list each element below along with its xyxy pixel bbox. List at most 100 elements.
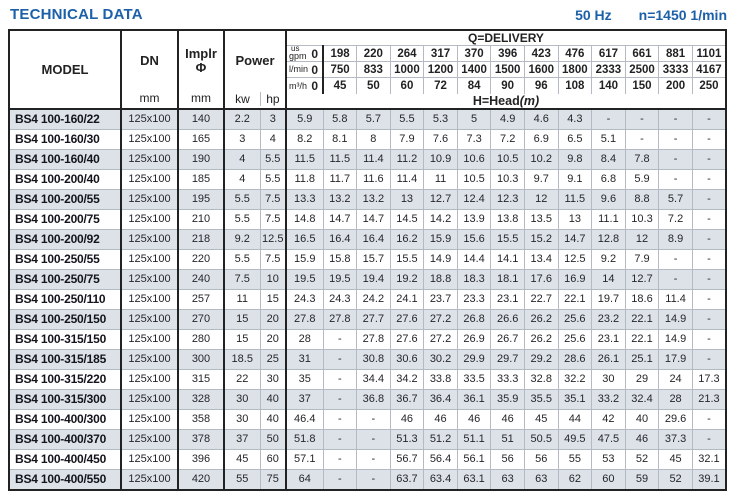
impeller-cell: 396 xyxy=(177,449,224,470)
head-value-cell: 5.7 xyxy=(356,108,391,130)
power-kw-cell: 15 xyxy=(223,309,260,330)
power-kw-cell: 9.2 xyxy=(223,229,260,250)
head-value-cell: 24 xyxy=(658,369,693,390)
head-value-cell: 16.2 xyxy=(389,229,424,250)
head-value-cell: 9.2 xyxy=(591,249,626,270)
head-value-cell: 5.5 xyxy=(389,108,424,130)
head-value-cell: 45 xyxy=(658,449,693,470)
head-value-cell: 23.2 xyxy=(591,309,626,330)
head-value-cell: 8.4 xyxy=(591,149,626,170)
head-value-cell: - xyxy=(691,409,726,430)
impeller-cell: 378 xyxy=(177,429,224,450)
power-kw-cell: 2.2 xyxy=(223,108,260,130)
model-cell: BS4 100-315/185 xyxy=(9,349,121,370)
head-value-cell: 12.5 xyxy=(557,249,592,270)
model-cell: BS4 100-250/150 xyxy=(9,309,121,330)
flow-zero-value: 0 xyxy=(311,79,318,94)
head-value-cell: 10.3 xyxy=(624,209,659,230)
flow-value-cell: 1101 xyxy=(691,45,726,63)
head-value-cell: 44 xyxy=(557,409,592,430)
flow-value-cell: 45 xyxy=(322,77,357,94)
head-value-cell: 27.7 xyxy=(356,309,391,330)
head-header: H=Head(m) xyxy=(285,93,726,109)
head-value-cell: 27.6 xyxy=(389,309,424,330)
head-value-cell: 19.4 xyxy=(356,269,391,290)
head-value-cell: 32.2 xyxy=(557,369,592,390)
delivery-header: Q=DELIVERY xyxy=(285,30,726,47)
flow-zero-value: 0 xyxy=(311,46,318,61)
head-value-cell: 23.1 xyxy=(591,329,626,350)
flow-value-cell: 881 xyxy=(658,45,693,63)
frequency-label: 50 Hz xyxy=(575,7,612,23)
model-cell: BS4 100-315/220 xyxy=(9,369,121,390)
head-value-cell: 15.5 xyxy=(490,229,525,250)
head-value-cell: 46 xyxy=(423,409,458,430)
head-value-cell: 17.9 xyxy=(658,349,693,370)
impeller-cell: 300 xyxy=(177,349,224,370)
dn-cell: 125x100 xyxy=(120,129,178,150)
head-value-cell: 26.1 xyxy=(591,349,626,370)
flow-value-cell: 2500 xyxy=(624,61,659,79)
head-value-cell: 27.8 xyxy=(285,309,323,330)
head-value-cell: 14.7 xyxy=(557,229,592,250)
head-value-cell: 22.1 xyxy=(624,309,659,330)
table-row: BS4 100-400/300 125x100 358 30 40 46.4- -46 46 4… xyxy=(9,409,726,430)
head-value-cell: 42 xyxy=(591,409,626,430)
head-value-cell: - xyxy=(691,189,726,210)
head-value-cell: 27.8 xyxy=(356,329,391,350)
head-value-cell: 37 xyxy=(285,389,323,410)
head-value-cell: 13.4 xyxy=(523,249,559,270)
head-label: H=Head xyxy=(472,93,520,108)
power-hp-cell: 40 xyxy=(259,409,286,430)
model-cell: BS4 100-200/92 xyxy=(9,229,121,250)
dn-cell: 125x100 xyxy=(120,189,178,210)
head-value-cell: 52 xyxy=(624,449,659,470)
flow-value-cell: 396 xyxy=(490,45,525,63)
model-cell: BS4 100-160/30 xyxy=(9,129,121,150)
power-hp-cell: 20 xyxy=(259,309,286,330)
flow-value-cell: 200 xyxy=(658,77,693,94)
dn-cell: 125x100 xyxy=(120,269,178,290)
power-kw-cell: 4 xyxy=(223,169,260,190)
head-value-cell: 15.9 xyxy=(285,249,323,270)
power-kw-cell: 3 xyxy=(223,129,260,150)
power-kw-cell: 37 xyxy=(223,429,260,450)
head-value-cell: 33.8 xyxy=(423,369,458,390)
head-value-cell: 14.9 xyxy=(658,329,693,350)
head-value-cell: 53 xyxy=(591,449,626,470)
dn-cell: 125x100 xyxy=(120,149,178,170)
head-value-cell: 35 xyxy=(285,369,323,390)
model-cell: BS4 100-400/300 xyxy=(9,409,121,430)
head-value-cell: 10.6 xyxy=(456,149,491,170)
head-value-cell: 9.7 xyxy=(523,169,559,190)
head-value-cell: 19.2 xyxy=(389,269,424,290)
head-value-cell: 17.3 xyxy=(691,369,726,390)
power-kw-cell: 30 xyxy=(223,389,260,410)
head-value-cell: 14.9 xyxy=(658,309,693,330)
head-value-cell: 13.8 xyxy=(490,209,525,230)
head-value-cell: 15.2 xyxy=(523,229,559,250)
head-value-cell: 34.4 xyxy=(356,369,391,390)
head-value-cell: - xyxy=(356,449,391,470)
head-value-cell: 51.2 xyxy=(423,429,458,450)
table-row: BS4 100-315/220 125x100 315 22 30 35-34.4 34.2… xyxy=(9,369,726,390)
power-hp-cell: 20 xyxy=(259,329,286,350)
flow-unit-label-main: m³/h xyxy=(289,80,307,91)
flow-unit-inner: m³/h 0 xyxy=(288,79,321,94)
head-value-cell: - xyxy=(322,329,357,350)
head-value-cell: 45 xyxy=(523,409,559,430)
head-value-cell: 13.5 xyxy=(523,209,559,230)
head-value-cell: 7.2 xyxy=(658,209,693,230)
head-value-cell: 10.2 xyxy=(523,149,559,170)
topbar: TECHNICAL DATA 50 Hz n=1450 1/min xyxy=(0,0,735,23)
head-value-cell: - xyxy=(322,469,357,490)
head-value-cell: 12 xyxy=(624,229,659,250)
impeller-cell: 165 xyxy=(177,129,224,150)
head-value-cell: 14.7 xyxy=(356,209,391,230)
head-value-cell: 22.1 xyxy=(557,289,592,310)
head-value-cell: 15.9 xyxy=(423,229,458,250)
head-value-cell: 11.4 xyxy=(356,149,391,170)
head-unit-label: (m) xyxy=(519,93,540,108)
head-value-cell: 5.7 xyxy=(658,189,693,210)
table-row: BS4 100-200/55 125x100 195 5.5 7.5 13.3 13.2 13… xyxy=(9,189,726,210)
